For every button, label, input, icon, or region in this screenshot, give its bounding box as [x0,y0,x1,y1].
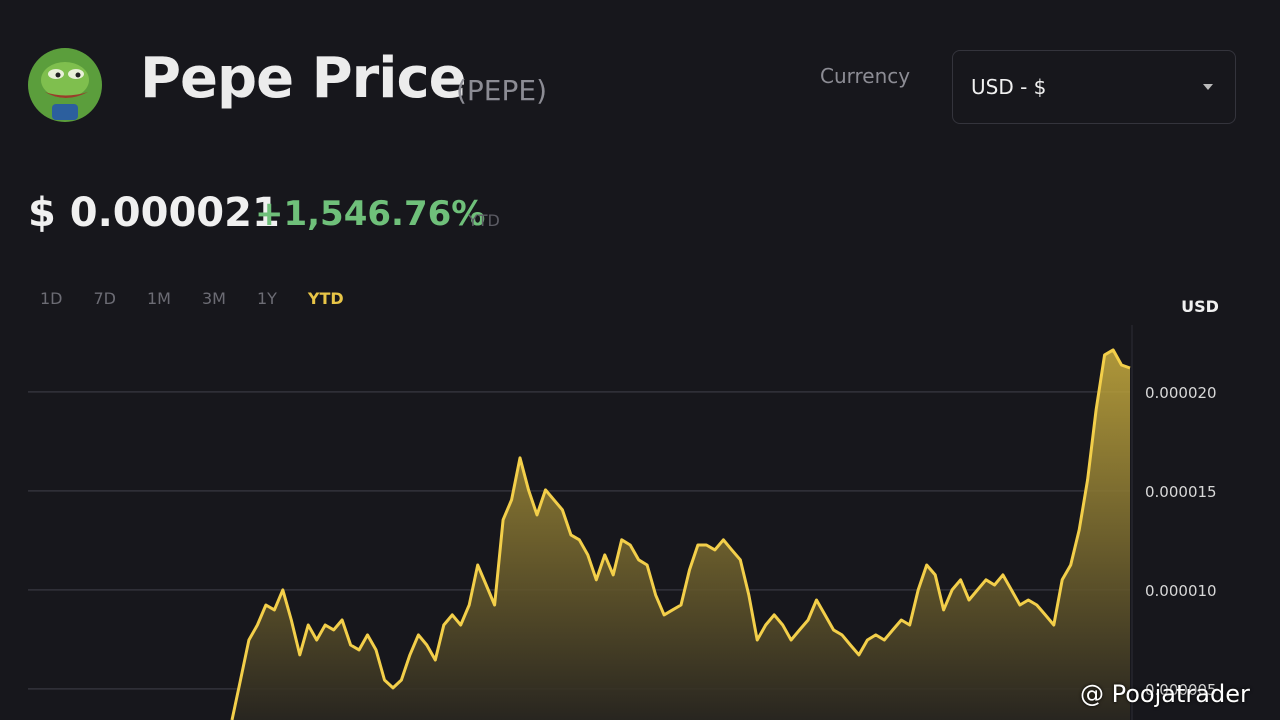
y-tick-label: 0.000005 [1145,681,1217,699]
y-tick-label: 0.000010 [1145,582,1217,600]
range-button[interactable]: 7D [93,289,117,308]
area-fill [232,349,1130,720]
range-button[interactable]: 1Y [256,289,277,308]
range-selector: 1D 7D 1M 3M 1Y YTD [40,289,375,308]
price-line [230,348,1131,720]
period: YTD [468,211,500,230]
page-title: Pepe Price [140,46,467,111]
price: $ 0.000021 [28,190,280,236]
y-tick-label: 0.000015 [1145,483,1217,501]
range-button[interactable]: 1M [147,289,171,308]
symbol: (PEPE) [456,74,547,107]
range-button[interactable]: 3M [201,289,226,308]
watermark: @ Poojatrader [1080,680,1250,708]
currency-dropdown[interactable]: USD - $ [952,50,1236,124]
y-tick-label: 0.000020 [1145,384,1217,402]
logo [28,48,102,122]
range-button[interactable]: YTD [307,289,344,308]
currency-value: USD - $ [971,75,1047,99]
price-change: +1,546.76% [255,194,486,234]
dropdown-caret [1203,84,1213,90]
axis-label: USD [1181,297,1219,316]
range-button[interactable]: 1D [40,289,63,308]
currency-label: Currency [820,64,911,88]
